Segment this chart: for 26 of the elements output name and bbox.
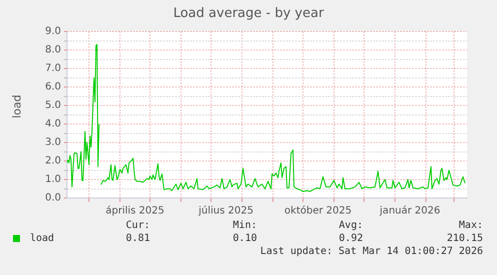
text: Avg: (338, 220, 363, 231)
text: 0.81 (126, 233, 150, 244)
y-tick-label: 7.0 (45, 63, 61, 74)
y-tick-label: 1.0 (45, 174, 61, 186)
x-tick-label: július 2025 (198, 206, 254, 217)
y-tick-label: 3.0 (45, 137, 61, 148)
y-tick-label: 8.0 (45, 44, 61, 56)
x-tick-label: október 2025 (284, 206, 352, 217)
text: 0.10 (232, 233, 257, 244)
y-tick-label: 2.0 (45, 156, 61, 167)
x-tick-label: április 2025 (106, 206, 164, 217)
text: 210.15 (446, 233, 483, 244)
y-tick-label: 5.0 (45, 100, 61, 112)
text: 0.92 (338, 233, 363, 244)
text: Last update: Sat Mar 14 01:00:27 2026 (260, 246, 483, 257)
text: Min: (232, 220, 257, 231)
text: Max: (458, 220, 483, 231)
legend-label: load (30, 233, 54, 244)
y-tick-label: 9.0 (45, 26, 61, 38)
y-tick-label: 4.0 (45, 118, 61, 130)
y-tick-label: 6.0 (45, 82, 61, 93)
text: Cur: (126, 220, 150, 231)
chart-title: Load average - by year (173, 6, 324, 22)
x-tick-label: január 2026 (378, 206, 440, 217)
y-axis-title: load (10, 94, 24, 120)
y-tick-label: 0.0 (45, 192, 61, 204)
